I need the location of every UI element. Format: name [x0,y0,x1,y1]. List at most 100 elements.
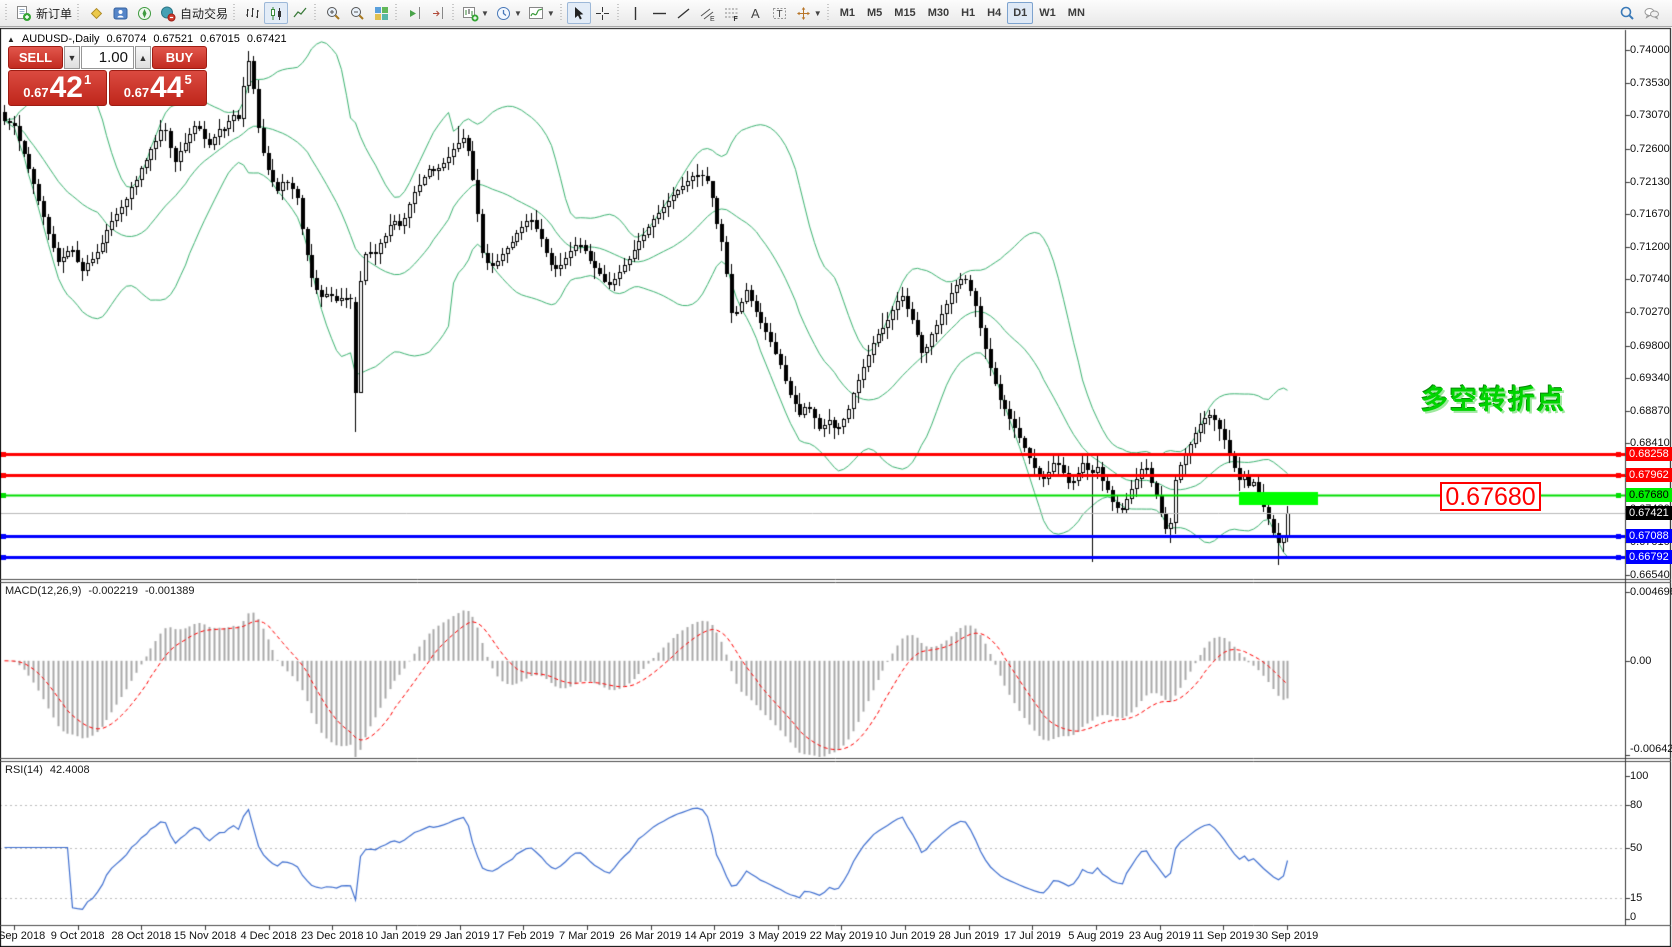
cursor-icon [570,5,587,22]
tf-h4[interactable]: H4 [981,2,1007,24]
chevron-down-icon[interactable]: ▼ [813,8,822,18]
volume-decrease-button[interactable]: ▼ [64,46,80,69]
text-label-icon: T [771,5,788,22]
auto-trading-button[interactable]: 自动交易 [156,2,231,24]
buy-button[interactable]: BUY [152,46,207,69]
periods-button[interactable]: ▼ [492,2,525,24]
price-axis-tick: 0.66540 [1630,568,1670,581]
price-axis-tick: 0.72130 [1630,175,1670,188]
chat-button[interactable] [1639,2,1663,24]
ohlc-open: 0.67074 [106,33,147,45]
buy-price-panel[interactable]: 0.67 44 5 [108,70,207,106]
arrows-button[interactable]: ▼ [792,2,825,24]
zoom-out-button[interactable] [345,2,369,24]
tf-d1-label: D1 [1013,7,1028,19]
hline-price-badge: 0.67680 [1626,487,1672,502]
date-axis-label: 10 Jun 2019 [874,930,936,942]
ohlc-low: 0.67015 [200,33,240,45]
vertical-line-button[interactable] [624,2,648,24]
hline-price-badge: 0.67088 [1626,529,1672,544]
volume-input[interactable] [81,46,134,69]
tf-h4-label: H4 [987,7,1002,19]
chevron-down-icon[interactable]: ▼ [513,8,522,18]
one-click-trading-panel: SELL ▼ ▲ BUY 0.67 42 1 0.67 44 5 [8,46,207,106]
price-level-annotation[interactable]: 0.67680 [1440,482,1541,511]
text-button[interactable]: A [744,2,768,24]
chevron-down-icon[interactable]: ▼ [546,8,555,18]
toolbar-group-zoom [312,2,393,24]
toolbar-grip [615,4,621,22]
tf-w1[interactable]: W1 [1033,2,1062,24]
macd-axis-tick: -0.006427 [1630,743,1672,755]
tf-mn[interactable]: MN [1062,2,1091,24]
toolbar-group-dropdowns: ▼ ▼ ▼ [450,2,558,24]
candlestick-chart-button[interactable] [264,2,289,24]
new-order-button[interactable]: 新订单 [12,2,75,24]
horizontal-line-button[interactable] [648,2,672,24]
tf-w1-label: W1 [1039,7,1056,19]
price-axis-tick: 0.73070 [1630,109,1670,122]
market-watch-button[interactable] [84,2,108,24]
chart-ohlc-header: ▲ AUDUSD-,Daily 0.67074 0.67521 0.67015 … [7,33,287,45]
date-axis-label: 30 Sep 2019 [1255,930,1319,942]
toolbar-group-timeframes: M1 M5 M15 M30 H1 H4 D1 W1 MN [825,2,1091,24]
buy-price-big: 44 [150,71,184,104]
tf-m15[interactable]: M15 [888,2,921,24]
indicators-button[interactable]: ▼ [525,2,558,24]
toolbar-group-chart-types [231,2,312,24]
navigator-button[interactable] [132,2,156,24]
price-axis-tick: 0.69800 [1630,339,1670,352]
zoom-in-icon [325,5,342,22]
chevron-down-icon[interactable]: ▼ [481,8,489,18]
chart-shift-button[interactable] [426,2,450,24]
tf-m30[interactable]: M30 [922,2,955,24]
turning-point-annotation[interactable]: 多空转折点 [1421,385,1566,415]
svg-text:A: A [751,6,760,21]
auto-scroll-button[interactable] [402,2,426,24]
macd-name: MACD(12,26,9) [5,585,82,597]
sell-price-big: 42 [49,71,83,104]
toolbar-grip [451,4,457,22]
cursor-button[interactable] [566,2,591,24]
chat-icon [1643,5,1660,22]
price-axis-tick: 0.72600 [1630,142,1670,155]
price-axis-tick: 0.71670 [1630,207,1670,220]
symbol-title: AUDUSD-,Daily [21,33,100,45]
bars-chart-icon [244,5,261,22]
sell-price-panel[interactable]: 0.67 42 1 [8,70,107,106]
collapse-arrow-icon[interactable]: ▲ [7,34,15,44]
search-button[interactable] [1615,2,1639,24]
tf-h1[interactable]: H1 [955,2,981,24]
price-axis-tick: 0.73530 [1630,77,1670,90]
bar-chart-button[interactable] [240,2,264,24]
profiles-button[interactable] [108,2,132,24]
auto-trading-button-label: 自动交易 [180,6,229,21]
date-axis-label: 14 Apr 2019 [684,930,744,942]
fibonacci-button[interactable]: F [720,2,744,24]
volume-increase-button[interactable]: ▲ [135,46,151,69]
trendline-button[interactable] [672,2,696,24]
tf-d1[interactable]: D1 [1007,2,1034,24]
sell-button[interactable]: SELL [8,46,63,69]
date-axis-label: 28 Jun 2019 [938,930,1000,942]
line-chart-button[interactable] [288,2,312,24]
tf-m5[interactable]: M5 [861,2,888,24]
svg-text:E: E [710,16,715,22]
equidistant-channel-button[interactable]: E [696,2,720,24]
tf-m1-label: M1 [839,7,855,19]
toolbar-group-objects: E F A T ▼ [615,2,825,24]
text-label-button[interactable]: T [768,2,792,24]
crosshair-button[interactable] [591,2,615,24]
market-watch-icon [88,5,105,22]
date-axis-label: 17 Jul 2019 [1003,930,1061,942]
toolbar-group-right [1615,2,1663,24]
zoom-in-button[interactable] [321,2,345,24]
zoom-out-icon [349,5,366,22]
tile-windows-button[interactable] [369,2,393,24]
hline-price-badge: 0.66792 [1626,550,1672,565]
date-axis-label: 26 Mar 2019 [619,930,682,942]
macd-indicator-label: MACD(12,26,9) -0.002219 -0.001389 [5,585,195,597]
tf-m1[interactable]: M1 [834,2,861,24]
new-chart-button[interactable]: ▼ [459,2,492,24]
